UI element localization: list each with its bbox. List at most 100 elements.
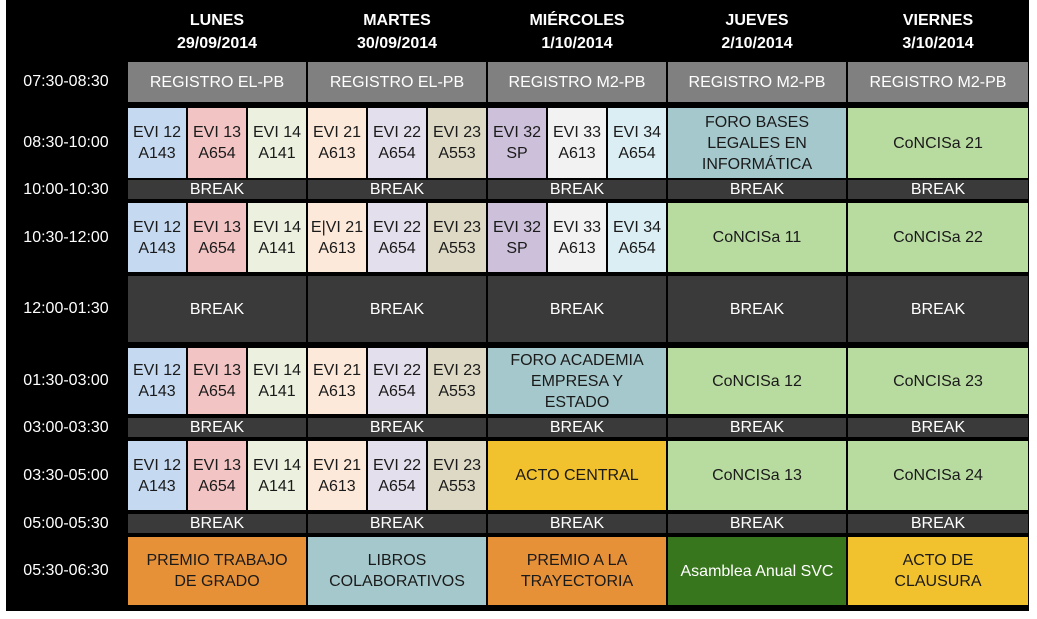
- evi-session-cell-label: EVI 23 A553: [432, 218, 482, 257]
- labels-break-cell: BREAK: [308, 418, 486, 437]
- labels-break-cell: BREAK: [488, 276, 666, 342]
- evi-session-cell-label: EVI 12 A143: [132, 124, 182, 162]
- evi-session-cell-label: EVI 21 A613: [312, 362, 362, 400]
- day-date: 2/10/2014: [721, 35, 793, 52]
- evi-session-cell: EVI 12 A143: [128, 348, 186, 414]
- time-slot-label: 12:00-01:30: [6, 276, 126, 342]
- evi-session-cell: EVI 13 A654: [188, 348, 246, 414]
- evi-session-cell: EVI 14 A141: [248, 441, 306, 510]
- evi-session-cell: EVI 34 A654: [608, 108, 666, 178]
- evi-session-cell: EVI 14 A141: [248, 203, 306, 272]
- evi-session-cell-label: EVI 14 A141: [252, 456, 302, 495]
- labels-break-cell: BREAK: [308, 514, 486, 533]
- time-slot-label-label: 07:30-08:30: [23, 73, 109, 90]
- labels-break-cell: BREAK: [848, 418, 1028, 437]
- evi-session-cell-label: EVI 23 A553: [432, 456, 482, 495]
- labels-registro-m2pb-cell-label: REGISTRO M2-PB: [869, 73, 1007, 91]
- evi-session-cell: EVI 12 A143: [128, 108, 186, 178]
- time-slot-label: 05:30-06:30: [6, 537, 126, 605]
- labels-break-cell: BREAK: [128, 418, 306, 437]
- evi-session-cell-label: EVI 12 A143: [132, 362, 182, 400]
- labels-break-cell: BREAK: [128, 180, 306, 199]
- day-header: JUEVES 2/10/2014: [668, 8, 846, 56]
- labels-registro-m2pb-cell: REGISTRO M2-PB: [668, 62, 846, 102]
- labels-libros-cell: LIBROS COLABORATIVOS: [308, 537, 486, 605]
- labels-break-cell-label: BREAK: [729, 515, 785, 532]
- labels-premio-trabajo-cell: PREMIO TRABAJO DE GRADO: [128, 537, 306, 605]
- labels-break-cell-label: BREAK: [549, 300, 605, 318]
- labels-registro-elpb-cell-label: REGISTRO EL-PB: [329, 73, 465, 91]
- evi-session-cell: EVI 23 A553: [428, 441, 486, 510]
- evi-session-cell-label: EVI 33 A613: [552, 218, 602, 257]
- labels-foro-academia-cell: FORO ACADEMIA EMPRESA Y ESTADO: [488, 348, 666, 414]
- labels-break-cell-label: BREAK: [369, 300, 425, 318]
- evi-session-cell: EVI 21 A613: [308, 441, 366, 510]
- time-slot-label: 10:00-10:30: [6, 180, 126, 199]
- evi-session-cell: EVI 23 A553: [428, 348, 486, 414]
- labels-break-cell-label: BREAK: [189, 300, 245, 318]
- day-name: VIERNES: [902, 12, 974, 29]
- evi-session-cell: EVI 14 A141: [248, 108, 306, 178]
- evi-session-cell-label: EVI 22 A654: [372, 456, 422, 495]
- evi-session-cell: EVI 32 SP: [488, 203, 546, 272]
- evi-session-cell-label: EVI 34 A654: [612, 124, 662, 162]
- labels-concisa-22-cell-label: CoNCISa 22: [893, 229, 983, 246]
- evi-session-cell: EVI 21 A613: [308, 108, 366, 178]
- labels-premio-trayectoria-cell: PREMIO A LA TRAYECTORIA: [488, 537, 666, 605]
- labels-concisa-12-cell: CoNCISa 12: [668, 348, 846, 414]
- labels-acto-clausura-cell: ACTO DE CLAUSURA: [848, 537, 1028, 605]
- labels-concisa-23-cell-label: CoNCISa 23: [893, 372, 983, 390]
- labels-registro-m2pb-cell: REGISTRO M2-PB: [848, 62, 1028, 102]
- labels-break-cell-label: BREAK: [549, 181, 605, 198]
- evi-session-cell: EVI 21 A613: [308, 348, 366, 414]
- evi-session-cell: E|VI 21 A613: [308, 203, 366, 272]
- time-slot-label-label: 05:30-06:30: [23, 562, 109, 579]
- evi-session-cell: EVI 22 A654: [368, 348, 426, 414]
- labels-break-cell: BREAK: [848, 180, 1028, 199]
- evi-session-cell: EVI 13 A654: [188, 203, 246, 272]
- evi-session-cell: EVI 23 A553: [428, 203, 486, 272]
- day-date: 30/09/2014: [356, 35, 438, 52]
- labels-break-cell-label: BREAK: [729, 419, 785, 436]
- evi-session-cell-label: EVI 14 A141: [252, 218, 302, 257]
- time-slot-label-label: 12:00-01:30: [23, 300, 109, 317]
- schedule-grid: LUNES 29/09/2014 MARTES 30/09/2014 MIÉRCOLES…: [6, 0, 1029, 611]
- labels-break-cell: BREAK: [308, 276, 486, 342]
- time-slot-label-label: 03:00-03:30: [23, 418, 109, 436]
- labels-concisa-11-cell: CoNCISa 11: [668, 203, 846, 272]
- evi-session-cell: EVI 23 A553: [428, 108, 486, 178]
- labels-premio-trabajo-cell-label: PREMIO TRABAJO DE GRADO: [146, 552, 288, 590]
- day-name: MARTES: [363, 12, 431, 29]
- labels-break-cell-label: BREAK: [189, 181, 245, 198]
- labels-break-cell: BREAK: [668, 180, 846, 199]
- labels-concisa-23-cell: CoNCISa 23: [848, 348, 1028, 414]
- evi-session-cell: EVI 13 A654: [188, 108, 246, 178]
- evi-session-cell-label: EVI 12 A143: [132, 456, 182, 495]
- evi-session-cell: EVI 33 A613: [548, 108, 606, 178]
- time-slot-label-label: 01:30-03:00: [23, 372, 109, 389]
- labels-break-cell-label: BREAK: [910, 419, 966, 436]
- evi-session-cell-label: EVI 14 A141: [252, 124, 302, 162]
- time-slot-label: 08:30-10:00: [6, 108, 126, 178]
- labels-registro-m2pb-cell-label: REGISTRO M2-PB: [688, 73, 826, 91]
- labels-concisa-21-cell-label: CoNCISa 21: [893, 134, 983, 152]
- time-slot-label: 10:30-12:00: [6, 203, 126, 272]
- time-slot-label-label: 03:30-05:00: [23, 466, 109, 484]
- evi-session-cell-label: EVI 22 A654: [372, 218, 422, 257]
- labels-break-cell: BREAK: [668, 418, 846, 437]
- time-slot-label-label: 10:30-12:00: [23, 228, 109, 246]
- day-header: LUNES 29/09/2014: [128, 8, 306, 56]
- labels-break-cell: BREAK: [488, 180, 666, 199]
- labels-registro-elpb-cell-label: REGISTRO EL-PB: [149, 73, 285, 91]
- evi-session-cell-label: EVI 34 A654: [612, 218, 662, 257]
- labels-break-cell: BREAK: [488, 418, 666, 437]
- evi-session-cell-label: EVI 32 SP: [492, 124, 542, 162]
- evi-session-cell-label: EVI 33 A613: [552, 124, 602, 162]
- labels-acto-central-cell-label: ACTO CENTRAL: [515, 467, 639, 484]
- day-header: MIÉRCOLES 1/10/2014: [488, 8, 666, 56]
- labels-concisa-24-cell-label: CoNCISa 24: [893, 467, 983, 484]
- day-date: 29/09/2014: [176, 35, 258, 52]
- labels-break-cell-label: BREAK: [549, 419, 605, 436]
- evi-session-cell: EVI 22 A654: [368, 441, 426, 510]
- labels-asamblea-cell-label: Asamblea Anual SVC: [680, 562, 834, 580]
